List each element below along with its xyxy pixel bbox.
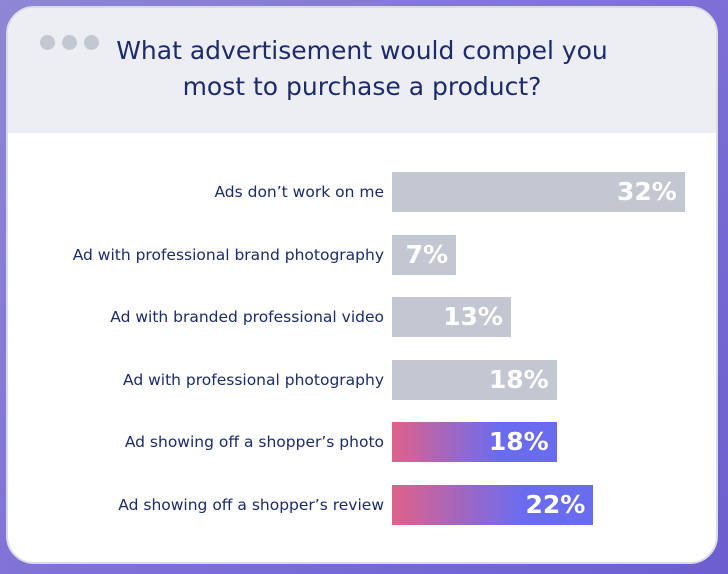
bar-value-label: 32%	[616, 177, 677, 206]
bar: 18%	[392, 422, 557, 462]
card-header: What advertisement would compel you most…	[8, 8, 716, 133]
bar-value-label: 22%	[525, 489, 586, 519]
bar: 7%	[392, 234, 457, 275]
category-label: Ad showing off a shopper’s review	[118, 495, 384, 514]
bar: 18%	[392, 359, 557, 400]
window-dots	[40, 35, 99, 50]
category-label: Ad showing off a shopper’s photo	[124, 433, 384, 451]
window-dot	[40, 35, 55, 50]
bar: 32%	[392, 172, 685, 212]
category-label: Ad with branded professional video	[110, 308, 384, 326]
bar-value-label: 18%	[488, 427, 549, 456]
window-dot	[84, 35, 99, 50]
chart-title: What advertisement would compel you most…	[116, 36, 608, 101]
bar: 22%	[392, 484, 594, 525]
category-label: Ad with professional photography	[122, 370, 384, 389]
category-label: Ads don’t work on me	[214, 183, 384, 201]
bar-value-label: 7%	[405, 239, 449, 269]
bar-value-label: 18%	[488, 364, 549, 394]
bar: 13%	[392, 297, 511, 337]
window-dot	[62, 35, 77, 50]
bar-value-label: 13%	[443, 302, 503, 331]
survey-card: What advertisement would compel you most…	[6, 6, 718, 564]
bar-chart: Ads don’t work on me 32% Ad with professio…	[8, 8, 716, 562]
category-label: Ad with professional brand photography	[72, 245, 384, 264]
